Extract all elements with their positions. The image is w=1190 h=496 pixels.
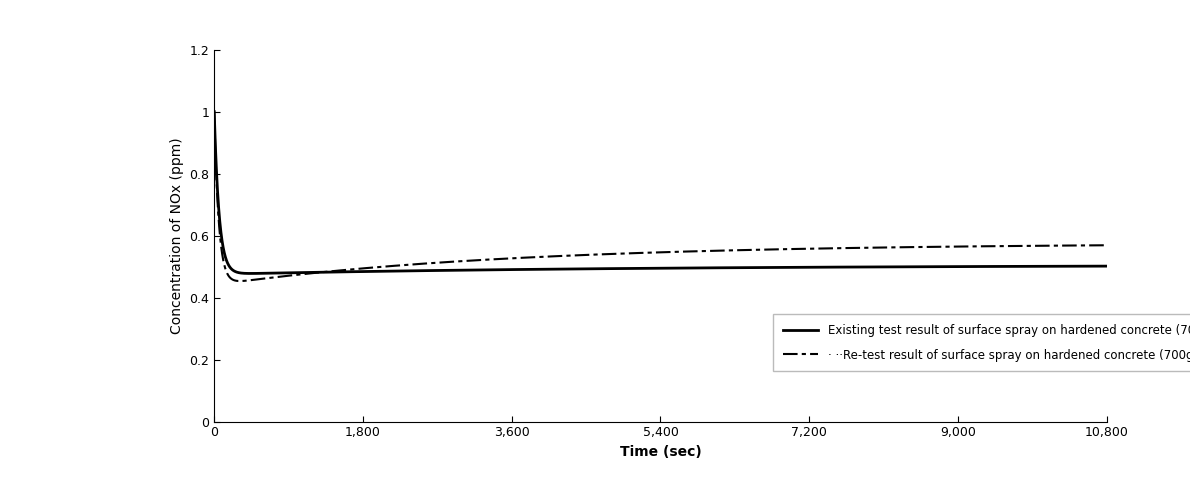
Y-axis label: Concentration of NOx (ppm): Concentration of NOx (ppm) xyxy=(170,137,183,334)
Legend: Existing test result of surface spray on hardened concrete (700g/m2), · ··Re-tes: Existing test result of surface spray on… xyxy=(774,314,1190,371)
X-axis label: Time (sec): Time (sec) xyxy=(620,445,701,459)
